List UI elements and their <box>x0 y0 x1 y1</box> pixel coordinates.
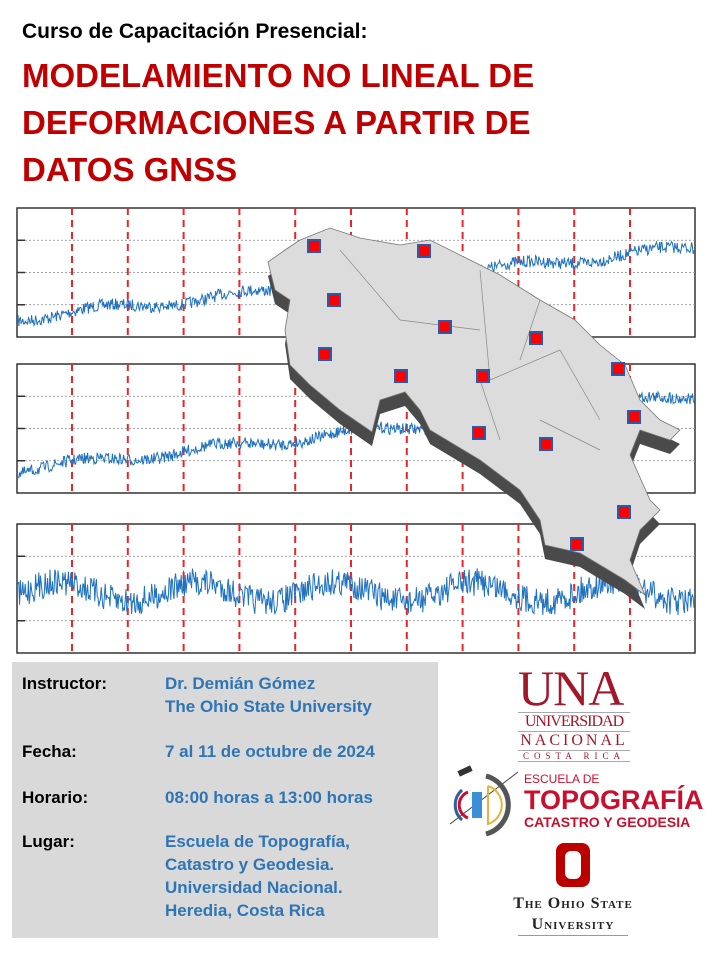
gnss-time-series-figure <box>16 207 696 654</box>
time-series-line <box>17 566 695 616</box>
topografia-logo-title: TOPOGRAFÍA <box>524 785 704 815</box>
place-line: Universidad Nacional. <box>165 878 343 897</box>
province-border <box>479 269 491 381</box>
place-line: Escuela de Topografía, <box>165 832 350 851</box>
place-line: Heredia, Costa Rica <box>165 901 325 920</box>
place-label: Lugar: <box>22 832 75 851</box>
instructor-name: Dr. Demián Gómez <box>165 674 316 693</box>
gnss-station-marker <box>539 437 553 451</box>
una-logo-mark: UNA <box>518 660 624 716</box>
province-border <box>489 349 561 381</box>
gnss-station-marker <box>318 347 332 361</box>
topografia-logo: ESCUELA DE TOPOGRAFÍA CATASTRO Y GEODESI… <box>448 762 708 842</box>
gnss-station-marker <box>476 369 490 383</box>
course-title: MODELAMIENTO NO LINEAL DE DEFORMACIONES … <box>22 52 712 193</box>
province-border <box>539 419 601 451</box>
course-type: Curso de Capacitación Presencial: <box>22 20 368 43</box>
una-logo-line: NACIONAL <box>518 731 630 750</box>
place-value: Escuela de Topografía, Catastro y Geodes… <box>165 830 350 922</box>
gnss-station-marker <box>529 331 543 345</box>
osu-block-o-icon <box>556 843 590 887</box>
date-label: Fecha: <box>22 742 77 761</box>
gnss-station-marker <box>417 244 431 258</box>
province-border <box>479 379 501 441</box>
osu-logo-line: University <box>518 914 628 936</box>
costa-rica-map <box>267 227 681 597</box>
time-value: 08:00 horas a 13:00 horas <box>165 788 373 807</box>
time-label: Horario: <box>22 788 89 807</box>
osu-logo-line: The Ohio State <box>513 895 633 912</box>
una-logo-line: COSTA RICA <box>518 750 630 762</box>
osu-logo: The Ohio State University <box>498 843 648 936</box>
title-line: DEFORMACIONES A PARTIR DE <box>22 104 531 141</box>
topografia-logo-line: CATASTRO Y GEODESIA <box>524 814 691 830</box>
gnss-station-marker <box>611 362 625 376</box>
topografia-logo-line: ESCUELA DE <box>524 772 600 786</box>
gnss-station-marker <box>438 320 452 334</box>
gnss-station-marker <box>570 537 584 551</box>
province-border <box>519 299 541 361</box>
gnss-station-marker <box>327 293 341 307</box>
gnss-station-marker <box>472 426 486 440</box>
title-line: DATOS GNSS <box>22 151 238 188</box>
instructor-label: Instructor: <box>22 674 107 693</box>
info-box: Instructor: Dr. Demián Gómez The Ohio St… <box>12 662 438 938</box>
instructor-org: The Ohio State University <box>165 697 372 716</box>
instructor-value: Dr. Demián Gómez The Ohio State Universi… <box>165 672 372 718</box>
province-border <box>339 249 401 321</box>
place-line: Catastro y Geodesia. <box>165 855 335 874</box>
topografia-emblem-icon <box>449 765 518 837</box>
una-logo: UNA UNIVERSIDAD NACIONAL COSTA RICA <box>518 660 630 762</box>
una-logo-line: UNIVERSIDAD <box>518 712 630 731</box>
gnss-station-marker <box>394 369 408 383</box>
title-line: MODELAMIENTO NO LINEAL DE <box>22 57 535 94</box>
gnss-station-marker <box>307 239 321 253</box>
date-value: 7 al 11 de octubre de 2024 <box>165 742 375 761</box>
gnss-station-marker <box>627 410 641 424</box>
province-border <box>559 349 601 421</box>
gnss-station-marker <box>617 505 631 519</box>
